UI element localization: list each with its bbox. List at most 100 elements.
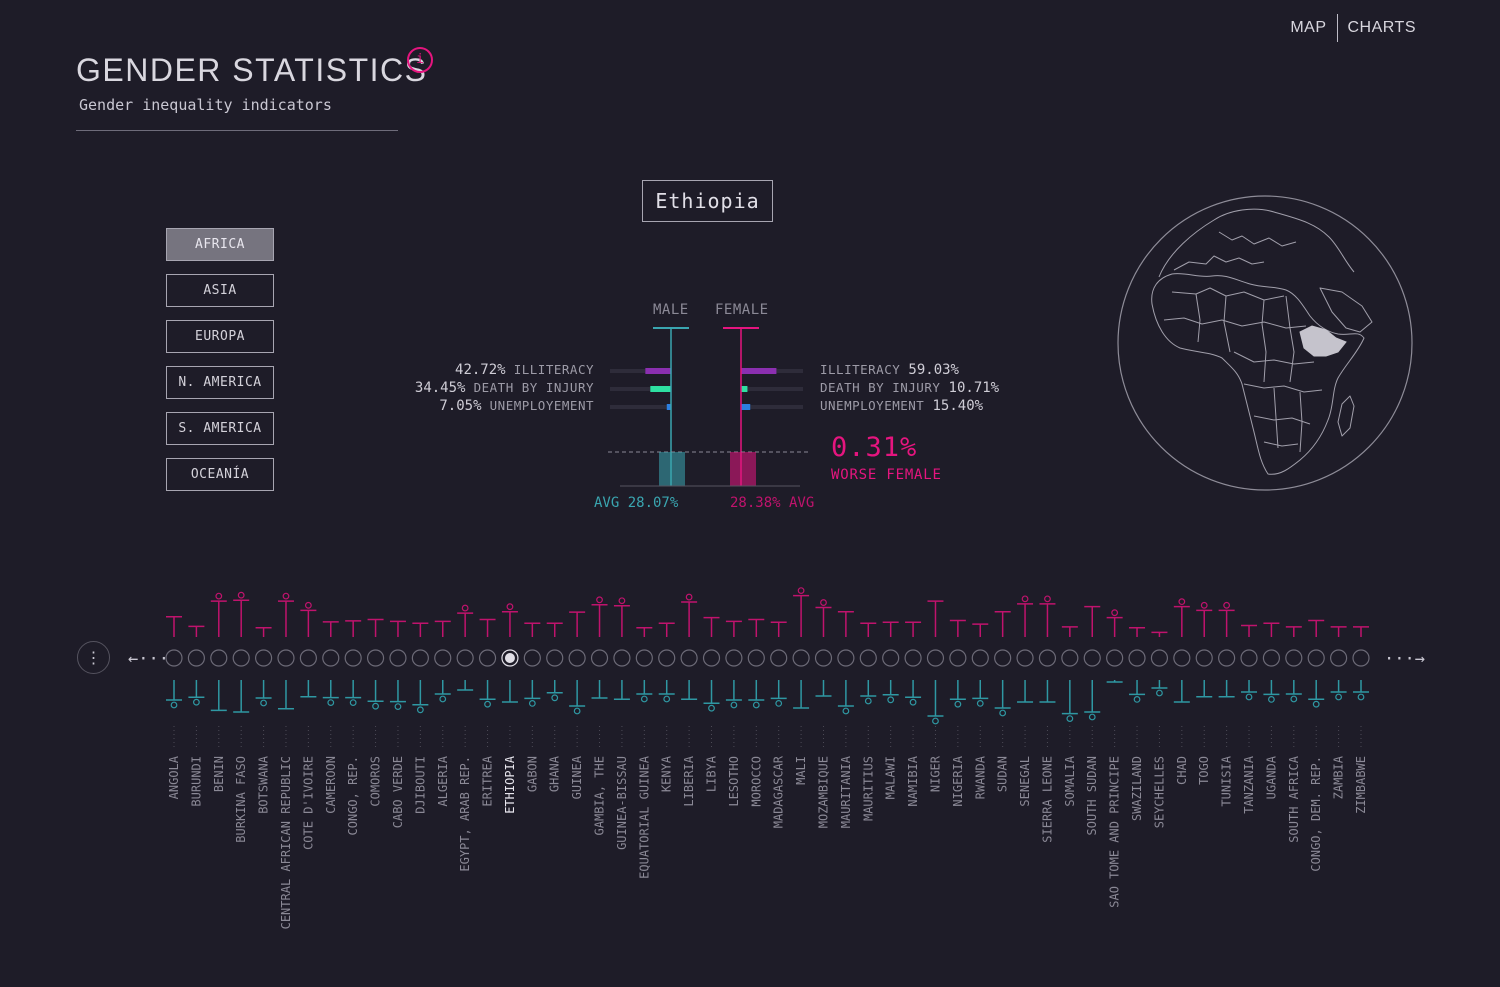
country-dot-malawi[interactable]: [882, 649, 900, 667]
country-label-seychelles[interactable]: SEYCHELLES: [1152, 756, 1166, 828]
country-label-congo-dem-rep[interactable]: CONGO, DEM. REP.: [1309, 756, 1323, 872]
country-dot-cameroon[interactable]: [322, 649, 340, 667]
country-dot-sudan[interactable]: [994, 649, 1012, 667]
country-label-mauritania[interactable]: MAURITANIA: [839, 755, 853, 828]
country-dot-sierra-leone[interactable]: [1038, 649, 1057, 667]
country-label-namibia[interactable]: NAMIBIA: [906, 755, 920, 806]
country-label-botswana[interactable]: BOTSWANA: [257, 755, 271, 814]
country-dot-mozambique[interactable]: [814, 649, 833, 667]
country-label-mozambique[interactable]: MOZAMBIQUE: [816, 756, 830, 828]
country-dot-burkina-faso[interactable]: [232, 649, 250, 667]
country-dot-central-african-republic[interactable]: [277, 649, 295, 667]
country-dot-zimbabwe[interactable]: [1352, 649, 1370, 667]
region-button-asia[interactable]: ASIA: [166, 274, 274, 307]
country-label-burundi[interactable]: BURUNDI: [189, 756, 203, 807]
country-label-south-sudan[interactable]: SOUTH SUDAN: [1085, 756, 1099, 835]
country-label-egypt-arab-rep[interactable]: EGYPT, ARAB REP.: [458, 756, 472, 872]
country-dot-mali[interactable]: [792, 649, 810, 667]
country-dot-kenya[interactable]: [658, 649, 676, 667]
country-label-congo-rep[interactable]: CONGO, REP.: [346, 756, 360, 835]
country-label-kenya[interactable]: KENYA: [660, 755, 674, 792]
country-label-madagascar[interactable]: MADAGASCAR: [772, 755, 786, 828]
country-dot-somalia[interactable]: [1061, 649, 1079, 667]
country-label-guinea-bissau[interactable]: GUINEA-BISSAU: [615, 756, 629, 850]
country-label-chad[interactable]: CHAD: [1175, 756, 1189, 785]
country-dot-sao-tome-and-principe[interactable]: [1106, 649, 1124, 667]
country-dot-uganda[interactable]: [1262, 649, 1281, 667]
country-dot-nigeria[interactable]: [949, 649, 967, 667]
country-dot-chad[interactable]: [1173, 649, 1191, 667]
country-dot-equatorial-guinea[interactable]: [635, 649, 653, 667]
country-label-togo[interactable]: TOGO: [1197, 756, 1211, 785]
country-label-djibouti[interactable]: DJIBOUTI: [413, 756, 427, 814]
country-dot-seychelles[interactable]: [1150, 649, 1169, 667]
country-dot-liberia[interactable]: [680, 649, 698, 667]
country-dot-morocco[interactable]: [747, 649, 765, 667]
country-dot-namibia[interactable]: [904, 649, 922, 667]
country-label-cameroon[interactable]: CAMEROON: [324, 756, 338, 814]
region-button-n-america[interactable]: N. AMERICA: [166, 366, 274, 399]
country-label-algeria[interactable]: ALGERIA: [436, 755, 450, 806]
country-dot-rwanda[interactable]: [971, 649, 989, 667]
country-label-angola[interactable]: ANGOLA: [167, 755, 181, 799]
country-label-senegal[interactable]: SENEGAL: [1018, 756, 1032, 807]
country-label-swaziland[interactable]: SWAZILAND: [1130, 756, 1144, 821]
globe-map-icon[interactable]: [1114, 192, 1416, 494]
country-label-ethiopia[interactable]: ETHIOPIA: [503, 755, 517, 814]
country-label-gambia-the[interactable]: GAMBIA, THE: [593, 756, 607, 835]
country-dot-cote-d-ivoire[interactable]: [299, 649, 317, 667]
country-label-lesotho[interactable]: LESOTHO: [727, 756, 741, 807]
country-dot-burundi[interactable]: [187, 649, 205, 667]
country-dot-congo-dem-rep[interactable]: [1307, 649, 1325, 667]
country-label-sierra-leone[interactable]: SIERRA LEONE: [1040, 756, 1054, 843]
country-dot-madagascar[interactable]: [770, 649, 788, 667]
country-label-malawi[interactable]: MALAWI: [884, 756, 898, 799]
arrow-right-icon[interactable]: ···→: [1384, 649, 1425, 669]
country-dot-lesotho[interactable]: [725, 649, 743, 667]
country-dot-ghana[interactable]: [546, 649, 564, 667]
country-label-eritrea[interactable]: ERITREA: [481, 755, 495, 806]
country-dot-cabo-verde[interactable]: [389, 649, 407, 667]
country-label-uganda[interactable]: UGANDA: [1264, 755, 1278, 799]
country-label-zambia[interactable]: ZAMBIA: [1332, 755, 1346, 799]
country-dot-south-africa[interactable]: [1285, 649, 1303, 667]
country-label-guinea[interactable]: GUINEA: [570, 755, 584, 799]
nav-map-link[interactable]: MAP: [1290, 19, 1327, 36]
country-dot-gabon[interactable]: [523, 649, 541, 667]
country-label-tunisia[interactable]: TUNISIA: [1220, 755, 1234, 806]
country-dot-eritrea[interactable]: [478, 649, 497, 667]
region-button-europa[interactable]: EUROPA: [166, 320, 274, 353]
country-dot-gambia-the[interactable]: [590, 649, 609, 667]
region-button-ocean-a[interactable]: OCEANÍA: [166, 458, 274, 491]
country-label-somalia[interactable]: SOMALIA: [1063, 755, 1077, 806]
country-label-tanzania[interactable]: TANZANIA: [1242, 755, 1256, 814]
country-dot-congo-rep[interactable]: [344, 649, 362, 667]
country-label-cote-d-ivoire[interactable]: COTE D'IVOIRE: [301, 756, 315, 850]
country-dot-zambia[interactable]: [1330, 649, 1348, 667]
country-dot-guinea-bissau[interactable]: [613, 649, 631, 667]
country-dot-swaziland[interactable]: [1128, 649, 1146, 667]
country-dot-libya[interactable]: [702, 649, 721, 667]
country-label-equatorial-guinea[interactable]: EQUATORIAL GUINEA: [637, 755, 651, 879]
country-dot-djibouti[interactable]: [411, 649, 429, 667]
country-dot-comoros[interactable]: [366, 649, 385, 667]
country-label-libya[interactable]: LIBYA: [705, 755, 719, 792]
country-dot-south-sudan[interactable]: [1083, 649, 1101, 667]
info-icon[interactable]: i: [407, 47, 433, 73]
country-label-benin[interactable]: BENIN: [212, 756, 226, 792]
country-dot-niger[interactable]: [926, 649, 945, 667]
country-label-mali[interactable]: MALI: [794, 756, 808, 785]
country-label-zimbabwe[interactable]: ZIMBABWE: [1354, 756, 1368, 814]
country-dot-angola[interactable]: [165, 649, 183, 667]
country-dot-algeria[interactable]: [434, 649, 452, 667]
country-label-rwanda[interactable]: RWANDA: [973, 755, 987, 799]
country-label-central-african-republic[interactable]: CENTRAL AFRICAN REPUBLIC: [279, 756, 293, 929]
country-dot-guinea[interactable]: [568, 649, 586, 667]
country-label-gabon[interactable]: GABON: [525, 756, 539, 792]
country-dot-botswana[interactable]: [254, 649, 273, 667]
country-dot-ethiopia[interactable]: [501, 649, 519, 667]
country-label-nigeria[interactable]: NIGERIA: [951, 755, 965, 806]
arrow-left-icon[interactable]: ←···: [128, 649, 169, 669]
country-label-liberia[interactable]: LIBERIA: [682, 755, 696, 806]
country-label-cabo-verde[interactable]: CABO VERDE: [391, 756, 405, 828]
